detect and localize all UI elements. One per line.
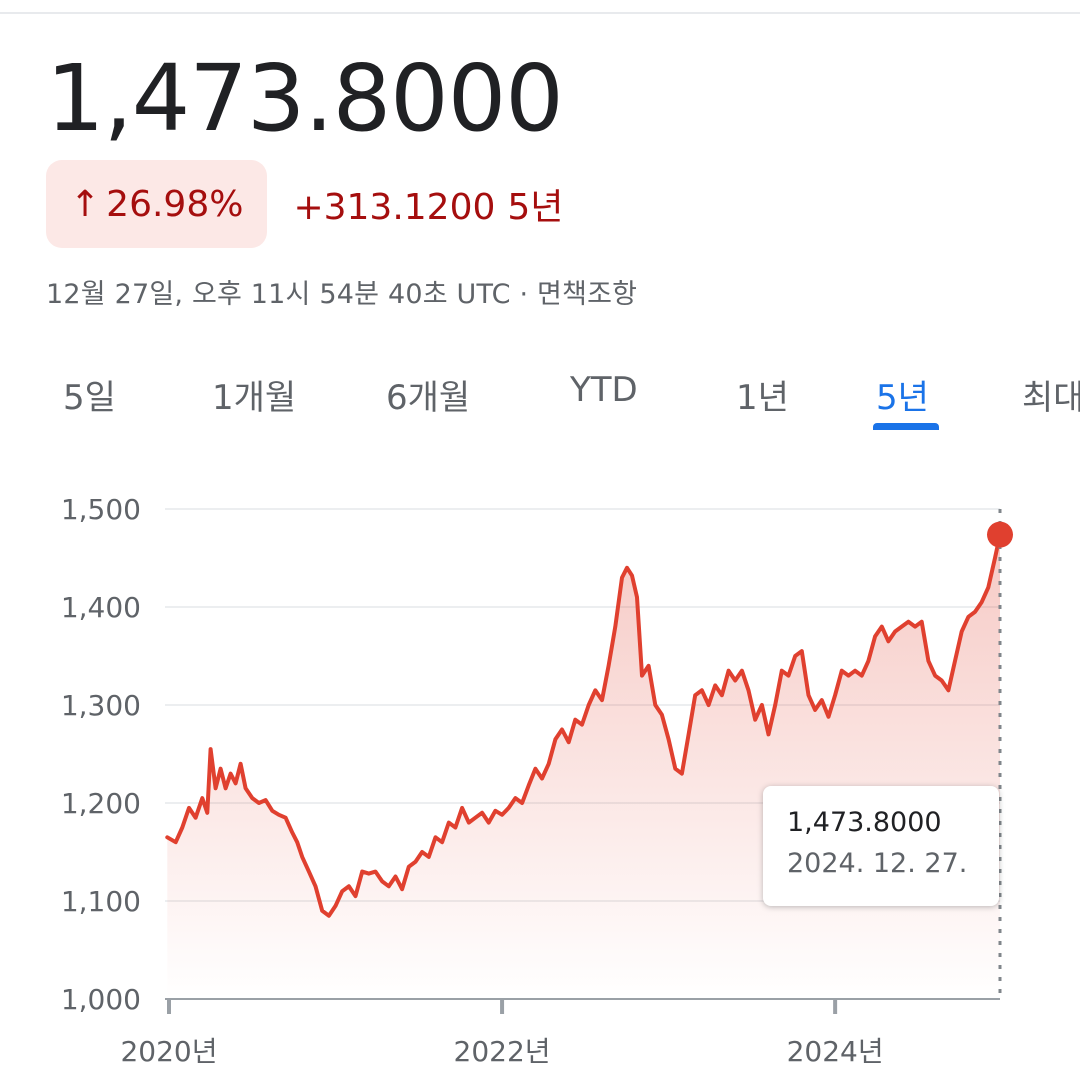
y-tick-label: 1,200 bbox=[61, 787, 141, 820]
highlight-dot bbox=[987, 521, 1013, 548]
tab-5-years[interactable]: 5년 bbox=[876, 378, 929, 418]
price-chart[interactable]: 1,000 1,100 1,200 1,300 1,400 1,500 2020년 2022… bbox=[0, 460, 1080, 1080]
y-tick-label: 1,000 bbox=[61, 983, 141, 1016]
tab-ytd[interactable]: YTD bbox=[570, 370, 638, 410]
tooltip-date: 2024. 12. 27. bbox=[787, 848, 968, 879]
range-tabs: 5일 1개월 6개월 YTD 1년 5년 최대 bbox=[0, 370, 1080, 434]
price-line bbox=[165, 532, 1002, 918]
current-price: 1,473.8000 bbox=[46, 45, 564, 152]
change-period: 5년 bbox=[507, 187, 564, 228]
arrow-up-icon: ↑ bbox=[70, 183, 101, 225]
active-tab-indicator bbox=[873, 423, 939, 430]
tab-max[interactable]: 최대 bbox=[1022, 378, 1080, 418]
x-tick-label: 2024년 bbox=[787, 1035, 884, 1068]
tab-6-months[interactable]: 6개월 bbox=[386, 378, 471, 418]
y-tick-label: 1,100 bbox=[61, 885, 141, 918]
hover-tooltip: 1,473.8000 2024. 12. 27. bbox=[763, 786, 999, 906]
tooltip-value: 1,473.8000 bbox=[787, 807, 942, 838]
tab-1-month[interactable]: 1개월 bbox=[212, 378, 297, 418]
change-row: ↑ 26.98% +313.1200 5년 bbox=[46, 160, 563, 248]
y-tick-label: 1,400 bbox=[61, 591, 141, 624]
tab-5-days[interactable]: 5일 bbox=[63, 378, 116, 418]
absolute-change-value: +313.1200 bbox=[293, 187, 496, 228]
absolute-change: +313.1200 5년 bbox=[293, 178, 563, 230]
y-tick-label: 1,500 bbox=[61, 493, 141, 526]
percent-change-value: 26.98% bbox=[106, 183, 244, 225]
top-divider bbox=[0, 12, 1080, 14]
x-tick-label: 2022년 bbox=[454, 1035, 551, 1068]
tab-1-year[interactable]: 1년 bbox=[736, 378, 789, 418]
price-area-fill bbox=[167, 534, 1001, 999]
y-tick-label: 1,300 bbox=[61, 689, 141, 722]
quote-timestamp: 12월 27일, 오후 11시 54분 40초 UTC · 면책조항 bbox=[46, 279, 638, 310]
percent-change-badge: ↑ 26.98% bbox=[46, 160, 268, 248]
x-tick-label: 2020년 bbox=[120, 1035, 217, 1068]
